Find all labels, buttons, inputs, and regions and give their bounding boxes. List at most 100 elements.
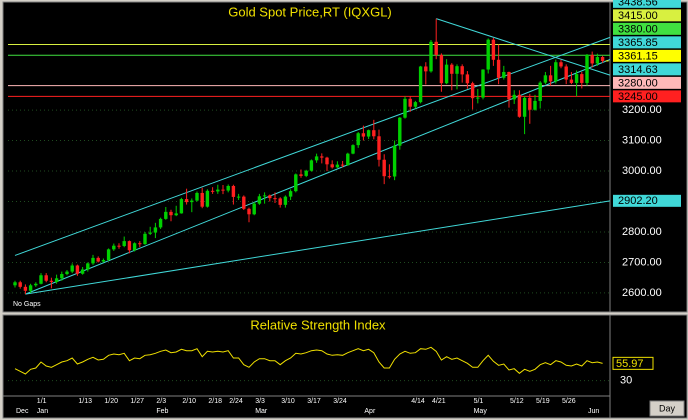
candle-body — [158, 218, 163, 228]
candle-body — [179, 199, 184, 214]
gaps-note: No Gaps — [13, 301, 41, 308]
candle-body — [34, 283, 38, 286]
price-label-bg — [613, 0, 681, 8]
y-tick-label: 2800.00 — [622, 226, 662, 238]
candle-body — [528, 97, 532, 110]
x-tick-label: 1/27 — [130, 398, 144, 405]
price-label-bg — [613, 36, 681, 49]
candle-body — [340, 164, 345, 166]
chart-title: Gold Spot Price,RT (IQXGL) — [228, 4, 392, 19]
period-box[interactable] — [649, 400, 685, 417]
candle-body — [49, 280, 54, 282]
candle-body — [538, 82, 542, 101]
candle-body — [190, 200, 194, 203]
candle-body — [424, 66, 428, 72]
candle-body — [304, 170, 308, 176]
candle-body — [174, 213, 178, 216]
candle-body — [13, 282, 17, 286]
x-tick-label: 2/18 — [208, 398, 222, 405]
candle-body — [569, 79, 574, 83]
trend-line — [14, 36, 611, 256]
candle-body — [70, 265, 74, 272]
candle-body — [216, 189, 220, 192]
candle-body — [496, 59, 501, 78]
x-tick-label: 4/14 — [411, 398, 425, 405]
month-label: Apr — [364, 408, 376, 415]
y-tick-label: 30 — [620, 375, 632, 387]
rsi-label: 55.97 — [616, 358, 644, 370]
candle-body — [600, 57, 605, 61]
candle-body — [574, 74, 579, 83]
candle-body — [408, 98, 412, 107]
x-tick-label: 1/20 — [104, 398, 118, 405]
candle-body — [91, 257, 95, 264]
trend-line — [25, 200, 611, 295]
candle-body — [164, 211, 168, 219]
price-label: 3415.00 — [618, 10, 658, 22]
candle-body — [320, 156, 324, 158]
candle-body — [382, 159, 386, 177]
candle-body — [205, 190, 210, 207]
rsi-title: Relative Strength Index — [250, 317, 386, 332]
x-tick-label: 2/10 — [182, 398, 196, 405]
candle-body — [403, 98, 407, 118]
candle-body — [439, 54, 444, 84]
candle-body — [476, 97, 480, 99]
candle-body — [294, 174, 298, 192]
month-label: Jan — [37, 408, 48, 415]
candle-body — [226, 185, 230, 191]
rsi-line — [14, 346, 603, 375]
candle-body — [502, 71, 506, 78]
price-label: 2902.20 — [618, 195, 658, 207]
trend-line — [436, 18, 611, 76]
candle-body — [184, 199, 189, 203]
period-label[interactable]: Day — [659, 403, 676, 413]
x-tick-label: 1/13 — [78, 398, 92, 405]
candle-body — [595, 57, 600, 64]
candle-body — [283, 196, 288, 205]
price-label-bg — [613, 22, 681, 35]
candle-body — [200, 192, 204, 207]
price-label-bg — [613, 9, 681, 22]
price-label: 3280.00 — [618, 77, 658, 89]
price-label: 3365.85 — [618, 37, 658, 49]
candle-body — [372, 130, 376, 137]
month-label: Mar — [255, 408, 268, 415]
candle-body — [398, 117, 402, 146]
candle-body — [273, 198, 277, 200]
candle-body — [450, 64, 454, 74]
candle-body — [268, 195, 272, 199]
candle-body — [153, 227, 158, 233]
candle-body — [148, 232, 152, 234]
candle-body — [548, 75, 553, 82]
candle-body — [262, 195, 267, 197]
candle-body — [351, 145, 355, 154]
candle-body — [39, 275, 43, 284]
x-tick-label: 3/24 — [333, 398, 347, 405]
candle-body — [23, 286, 28, 291]
candle-body — [44, 275, 48, 281]
candle-body — [132, 243, 137, 251]
candle-body — [470, 83, 475, 99]
candle-body — [455, 66, 459, 74]
candle-body — [543, 75, 548, 83]
candle-body — [559, 62, 563, 67]
candle-body — [127, 241, 132, 251]
candle-body — [96, 257, 100, 262]
x-tick-label: 3/10 — [281, 398, 295, 405]
candle-body — [564, 66, 568, 80]
x-tick-label: 5/12 — [510, 398, 524, 405]
candle-body — [507, 71, 511, 100]
candle-body — [80, 269, 85, 274]
candle-body — [195, 192, 199, 201]
month-label: Feb — [156, 408, 168, 415]
candle-body — [138, 243, 142, 245]
candle-body — [465, 74, 470, 84]
candle-body — [444, 64, 449, 84]
candle-body — [106, 249, 111, 261]
x-tick-label: 4/21 — [432, 398, 446, 405]
candle-body — [278, 198, 282, 205]
month-label: Jun — [588, 408, 599, 415]
candle-body — [325, 157, 329, 165]
